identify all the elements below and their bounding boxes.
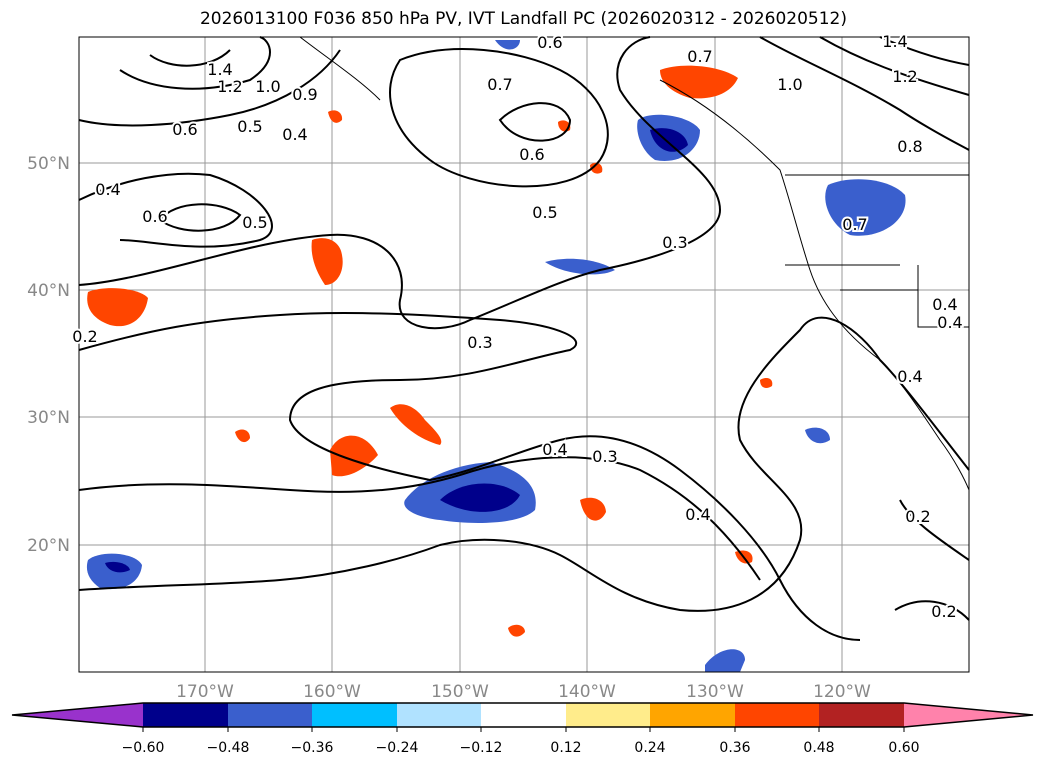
- colorbar-extend-min: [12, 703, 143, 727]
- pv-negative-blob: [825, 179, 906, 236]
- pv-negative-blob: [495, 40, 520, 50]
- pv-negative-blob: [545, 258, 615, 275]
- contour-label: 0.4: [282, 125, 307, 144]
- pv-positive-blob: [328, 110, 343, 123]
- contour-label: 0.9: [292, 85, 317, 104]
- lon-label: 130°W: [686, 682, 744, 702]
- contour-labels: 1.41.2 1.0 0.90.6 0.5 0.40.40.6 0.50.20.60.70…: [70, 30, 964, 623]
- colorbar-segment: [143, 703, 228, 727]
- pv-positive-blob: [660, 65, 738, 99]
- colorbar-segment: [650, 703, 735, 727]
- pv-contours: [78, 36, 970, 641]
- contour-label: 1.0: [777, 75, 802, 94]
- lat-label: 30°N: [27, 408, 70, 428]
- colorbar-segment: [312, 703, 397, 727]
- lat-label: 20°N: [27, 536, 70, 556]
- pv-positive-blob: [390, 404, 442, 445]
- contour-label: 1.2: [892, 67, 917, 86]
- colorbar-tick-label: −0.12: [460, 740, 503, 756]
- lon-label: 150°W: [431, 682, 489, 702]
- pv-positive-blob: [760, 378, 773, 388]
- colorbar-tick-label: 0.48: [803, 740, 834, 756]
- lat-label: 40°N: [27, 281, 70, 301]
- contour-label: 0.4: [932, 295, 957, 314]
- pv-positive-blob: [235, 429, 250, 443]
- colorbar-tick-label: −0.48: [207, 740, 250, 756]
- contour-label: 1.2: [217, 77, 242, 96]
- colorbar-tick-label: 0.12: [550, 740, 581, 756]
- map-frame: [78, 36, 970, 673]
- contour-label: 0.4: [95, 180, 120, 199]
- contour-label: 1.4: [207, 60, 232, 79]
- contour-label: 0.6: [537, 33, 562, 52]
- chart-title: 2026013100 F036 850 hPa PV, IVT Landfall…: [199, 9, 847, 29]
- colorbar-tick-label: 0.60: [888, 740, 919, 756]
- contour-label: 0.3: [662, 233, 687, 252]
- pv-positive-blob: [508, 624, 525, 637]
- contour-label: 0.5: [237, 117, 262, 136]
- colorbar-segment: [228, 703, 312, 727]
- contour-label: 0.2: [931, 602, 956, 621]
- lon-label: 120°W: [813, 682, 871, 702]
- pv-negative-blob: [705, 649, 745, 672]
- graticule: [79, 37, 969, 672]
- contour-label: 0.2: [905, 507, 930, 526]
- pv-positive-blob: [580, 497, 606, 521]
- contour-label: 0.7: [487, 75, 512, 94]
- colorbar-segment: [566, 703, 650, 727]
- contour-label: 0.4: [897, 367, 922, 386]
- contour-label: 1.4: [882, 32, 907, 51]
- contour-label: 0.4: [685, 505, 710, 524]
- axis-labels: 50°N 40°N 30°N 20°N 170°W 160°W 150°W 140°W 130°…: [27, 154, 871, 702]
- pv-positive-blob: [330, 435, 378, 477]
- colorbar-tick-label: 0.36: [719, 740, 750, 756]
- contour-label: 0.7: [842, 215, 867, 234]
- contour-label: 0.6: [519, 145, 544, 164]
- colorbar-extend-max: [904, 703, 1033, 727]
- pv-shading: [86, 40, 906, 672]
- colorbar-segment: [481, 703, 566, 727]
- contour-label: 0.5: [532, 203, 557, 222]
- pv-negative-blob: [805, 427, 830, 444]
- pv-positive-blob: [590, 162, 603, 174]
- contour-label: 1.0: [255, 77, 280, 96]
- pv-negative-core: [440, 483, 520, 512]
- lon-label: 140°W: [558, 682, 616, 702]
- colorbar-tick-label: −0.60: [122, 740, 165, 756]
- colorbar-segment: [397, 703, 481, 727]
- contour-label: 0.6: [142, 207, 167, 226]
- coastlines: [299, 36, 970, 491]
- colorbar-tick-label: −0.24: [376, 740, 419, 756]
- contour-label: 0.7: [687, 47, 712, 66]
- contour-label: 0.4: [937, 313, 962, 332]
- colorbar-segment: [735, 703, 819, 727]
- colorbar-tick-label: −0.36: [291, 740, 334, 756]
- pv-positive-blob: [311, 238, 343, 285]
- contour-label: 0.5: [242, 213, 267, 232]
- colorbar: −0.60 −0.48 −0.36 −0.24 −0.12 0.12 0.24 0.36 0.4…: [11, 702, 1034, 756]
- colorbar-tick-label: 0.24: [634, 740, 665, 756]
- contour-label: 0.4: [542, 440, 567, 459]
- colorbar-segment: [819, 703, 904, 727]
- contour-label: 0.8: [897, 137, 922, 156]
- contour-label: 0.2: [72, 327, 97, 346]
- lon-label: 160°W: [303, 682, 361, 702]
- pv-positive-blob: [87, 288, 148, 327]
- contour-label: 0.3: [467, 333, 492, 352]
- contour-label: 0.3: [592, 447, 617, 466]
- contour-label: 0.6: [172, 120, 197, 139]
- lat-label: 50°N: [27, 154, 70, 174]
- pv-negative-core: [105, 561, 130, 573]
- lon-label: 170°W: [176, 682, 234, 702]
